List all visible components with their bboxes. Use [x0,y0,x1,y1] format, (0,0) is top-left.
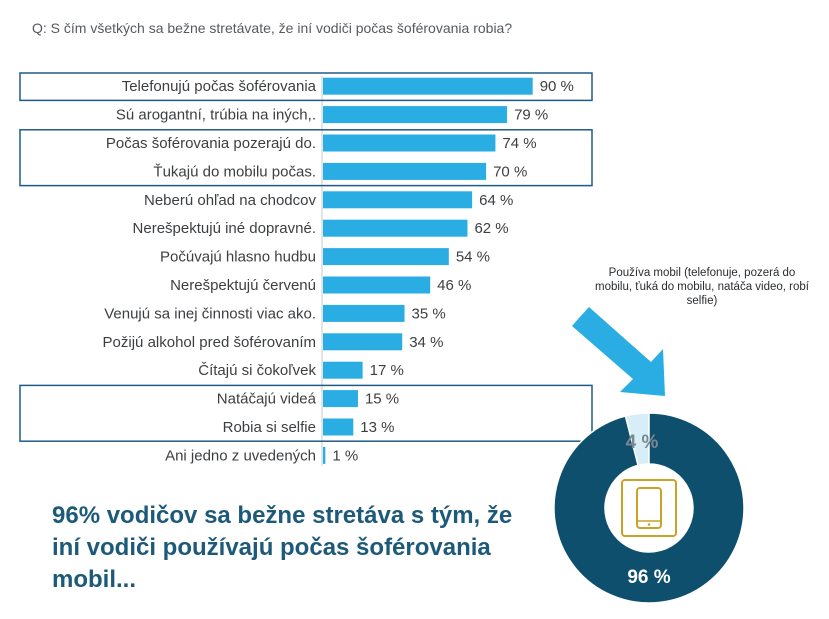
highlight-box [19,72,593,102]
donut-caption: Používa mobil (telefonuje, pozerá do mob… [595,267,809,307]
category-label: Požijú alkohol pred šoférovaním [103,334,316,351]
bar [323,134,496,152]
bar [323,390,358,408]
donut-slice-main [553,412,745,604]
phone-button [647,523,651,526]
category-label: Natáčajú videá [217,391,317,408]
icon-frame [621,479,677,537]
value-label: 17 % [370,362,404,379]
value-label: 74 % [502,135,536,152]
value-label: 46 % [437,277,471,294]
highlight-box [19,384,593,442]
bar [323,333,403,351]
highlight-boxes [19,72,593,442]
donut-chart: 96 % 4 % [553,412,745,604]
headline: 96% vodičov sa bežne stretáva s tým, že … [52,502,513,593]
value-label: 15 % [365,391,399,408]
pointer-arrow [572,307,665,396]
bar [323,418,354,436]
value-label: 90 % [540,78,574,95]
phone-body [636,487,662,529]
bar [323,276,431,294]
bar [323,446,326,464]
category-label: Neberú ohľad na chodcov [144,192,316,209]
value-label: 1 % [332,447,358,464]
question-text: Q: S čím všetkých sa bežne stretávate, ž… [32,20,513,36]
bar [323,219,468,237]
bar [323,162,487,180]
bar [323,106,508,124]
value-label: 35 % [412,305,446,322]
value-label: 64 % [479,192,513,209]
category-label: Čítajú si čokoľvek [198,362,316,379]
bar [323,361,363,379]
donut-label-main: 96 % [627,567,670,588]
value-label: 34 % [409,334,443,351]
donut-label-small: 4 % [626,432,659,453]
value-label: 79 % [514,107,548,124]
category-label: Počúvajú hlasno hudbu [160,249,316,266]
category-label: Robia si selfie [223,419,316,436]
donut-center [606,465,692,551]
category-label: Nerešpektujú iné dopravné. [133,220,316,237]
value-label: 70 % [493,163,527,180]
category-label: Sú arogantní, trúbia na iných,. [116,107,316,124]
value-label: 13 % [360,419,394,436]
bar [323,77,533,95]
category-label: Ťukajú do mobilu počas. [153,163,316,180]
value-label: 62 % [474,220,508,237]
category-label: Ani jedno z uvedených [165,447,316,464]
bar-chart: Telefonujú počas šoférovania 90 % Sú aroga… [103,76,574,466]
category-label: Nerešpektujú červenú [170,277,316,294]
bar [323,304,405,322]
bar [323,191,473,209]
category-label: Venujú sa inej činnosti viac ako. [104,305,316,322]
category-label: Počas šoférovania pozerajú do. [106,135,316,152]
value-label: 54 % [456,249,490,266]
category-label: Telefonujú počas šoférovania [122,78,317,95]
bar [323,248,449,266]
highlight-box [19,129,593,187]
arrow [572,307,665,396]
smartphone-icon [621,479,677,537]
